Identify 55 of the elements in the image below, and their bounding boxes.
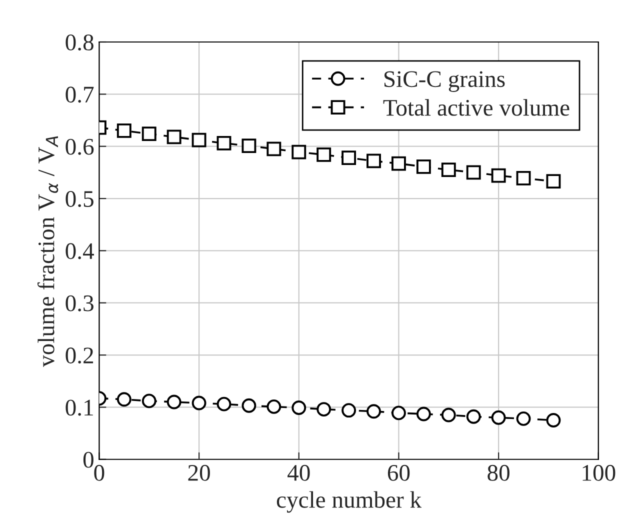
point <box>266 399 282 414</box>
y-tick-label: 0.2 <box>66 348 94 364</box>
y-tick-label: 0.6 <box>66 138 94 155</box>
point <box>441 162 456 178</box>
point <box>266 142 282 156</box>
point <box>516 170 531 186</box>
point <box>242 398 256 413</box>
point <box>166 394 182 410</box>
y-tick-label: 0.1 <box>66 400 93 416</box>
legend-label: SiC-C grains <box>384 71 505 92</box>
point <box>242 138 256 154</box>
y-tick-label: 0.3 <box>66 295 94 312</box>
y-tick-label: 0.4 <box>66 243 94 260</box>
point <box>216 396 232 412</box>
y-tick-label: 0.7 <box>66 86 94 103</box>
point <box>342 150 356 166</box>
y-tick-label: 0.5 <box>66 191 94 208</box>
x-tick-label: 60 <box>388 464 410 481</box>
point <box>416 159 431 174</box>
point <box>316 402 332 417</box>
point <box>292 144 306 160</box>
point <box>466 165 481 180</box>
point <box>166 130 182 144</box>
x-axis-title: cycle number k <box>276 491 422 513</box>
point <box>516 411 531 426</box>
point <box>466 409 481 424</box>
x-tick-label: 100 <box>582 464 616 481</box>
x-tick-label: 40 <box>288 464 310 481</box>
point <box>441 408 456 422</box>
point <box>366 154 381 168</box>
y-axis-title: volume fraction V$_{α}$ / V$_{A}$ <box>37 136 58 367</box>
point <box>142 126 156 142</box>
point <box>116 392 132 407</box>
point <box>366 404 381 419</box>
point <box>342 403 356 418</box>
point <box>491 168 506 183</box>
point <box>391 406 406 420</box>
point <box>192 396 206 410</box>
point <box>116 123 132 138</box>
x-tick-label: 80 <box>488 464 510 481</box>
point <box>216 136 232 150</box>
point <box>192 132 206 148</box>
x-tick-label: 0 <box>94 464 104 481</box>
point <box>391 156 406 171</box>
y-tick-label: 0 <box>83 452 94 468</box>
point <box>546 174 561 189</box>
y-tick-label: 0.8 <box>66 34 94 51</box>
point <box>316 147 332 162</box>
x-tick-label: 20 <box>188 464 210 481</box>
point <box>416 406 431 422</box>
point <box>546 413 561 428</box>
point <box>292 400 306 415</box>
legend-label: Total active volume <box>383 99 570 116</box>
point <box>142 394 156 408</box>
point <box>491 410 506 425</box>
